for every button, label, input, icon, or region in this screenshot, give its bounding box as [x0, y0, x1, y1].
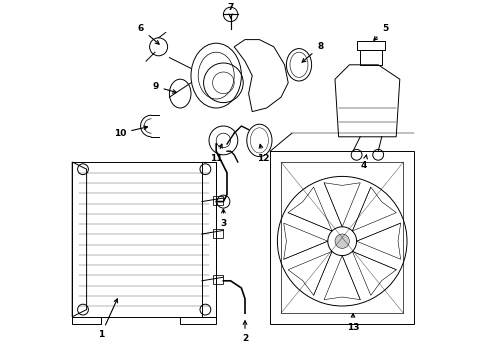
Bar [360, 50, 382, 65]
Text: 3: 3 [220, 209, 226, 228]
Bar [213, 196, 223, 205]
Bar [213, 229, 223, 238]
Text: 12: 12 [257, 144, 269, 163]
Text: 8: 8 [302, 42, 323, 62]
Bar [213, 275, 223, 284]
Text: 7: 7 [227, 3, 234, 18]
Text: 13: 13 [347, 314, 359, 332]
Text: 2: 2 [242, 321, 248, 343]
Text: 6: 6 [138, 24, 159, 44]
Circle shape [335, 234, 349, 248]
Bar [357, 41, 386, 50]
Text: 1: 1 [98, 299, 118, 339]
Text: 4: 4 [361, 155, 368, 170]
Text: 10: 10 [114, 126, 147, 138]
Text: 5: 5 [374, 24, 388, 40]
Text: 9: 9 [152, 82, 176, 93]
Text: 11: 11 [210, 144, 222, 163]
